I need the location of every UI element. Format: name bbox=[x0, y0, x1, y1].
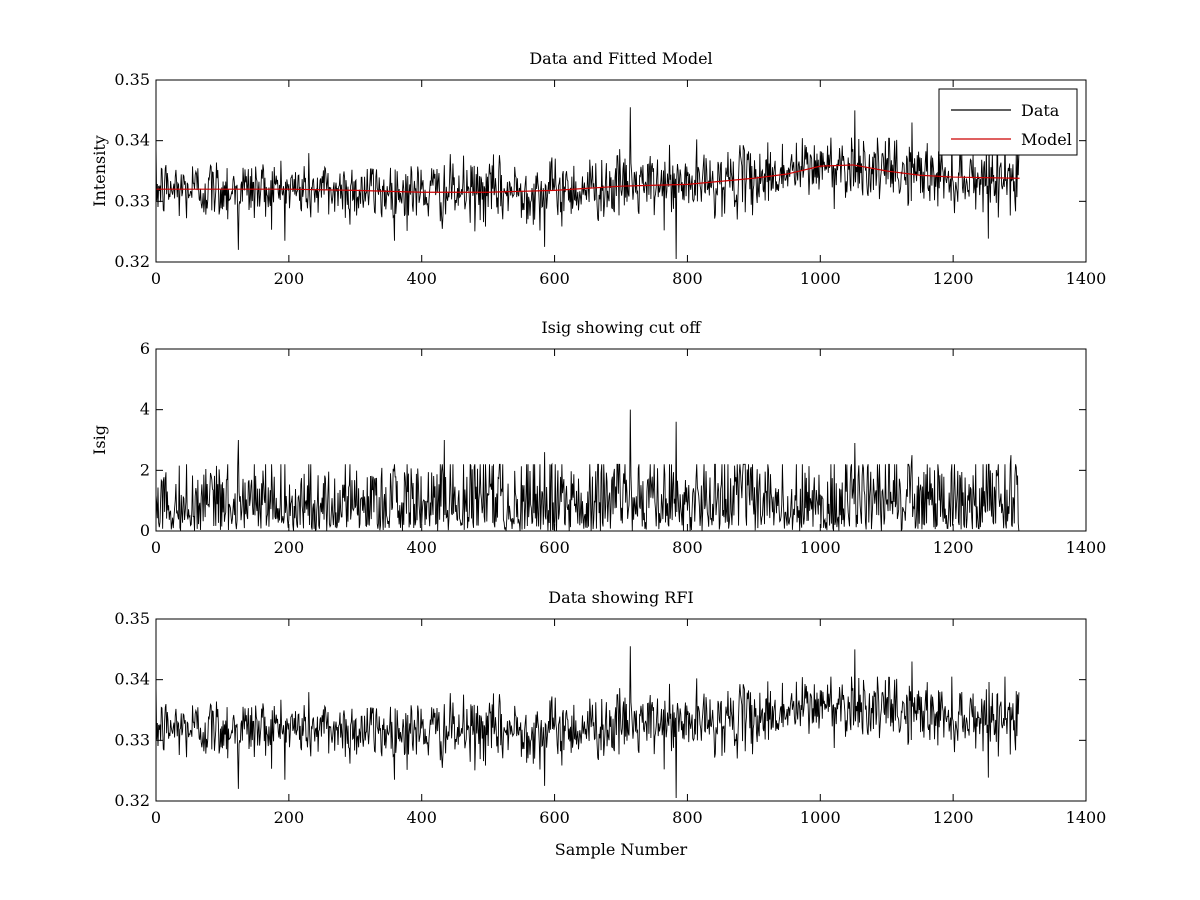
x-tick-label: 1400 bbox=[1066, 538, 1107, 557]
x-tick-label: 800 bbox=[672, 538, 703, 557]
legend-box bbox=[938, 88, 1078, 156]
plot-frame bbox=[155, 79, 1087, 263]
series-line-model bbox=[156, 164, 1020, 193]
series-line-data bbox=[155, 107, 1020, 259]
y-tick-label: 0.33 bbox=[114, 191, 150, 210]
legend-label-model: Model bbox=[1021, 130, 1072, 149]
x-tick-label: 1400 bbox=[1066, 808, 1107, 827]
y-tick-label: 0.35 bbox=[114, 609, 150, 628]
series-line-rfi-data bbox=[155, 646, 1020, 798]
x-tick-label: 1200 bbox=[933, 269, 974, 288]
x-tick-label: 200 bbox=[274, 808, 305, 827]
x-tick-label: 200 bbox=[274, 269, 305, 288]
x-tick-label: 200 bbox=[274, 538, 305, 557]
y-tick-label: 0.34 bbox=[114, 670, 150, 689]
y-tick-label: 2 bbox=[140, 460, 150, 479]
x-tick-label: 400 bbox=[406, 538, 437, 557]
chart-panel-2: 0 200 400 600 800 1000 1200 1400 0 2 4 6 Isig showin… bbox=[90, 318, 1106, 557]
plot-frame bbox=[155, 348, 1087, 532]
legend: Data Model bbox=[938, 88, 1078, 156]
chart-title: Data and Fitted Model bbox=[529, 49, 712, 68]
y-tick-label: 0 bbox=[140, 521, 150, 540]
x-tick-label: 0 bbox=[151, 808, 161, 827]
x-tick-label: 400 bbox=[406, 808, 437, 827]
y-tick-label: 0.32 bbox=[114, 252, 150, 271]
x-tick-label: 0 bbox=[151, 269, 161, 288]
chart-title: Data showing RFI bbox=[548, 588, 693, 607]
x-tick-label: 1200 bbox=[933, 538, 974, 557]
y-tick-label: 0.34 bbox=[114, 131, 150, 150]
x-tick-label: 600 bbox=[539, 808, 570, 827]
series-line-isig bbox=[155, 409, 1020, 532]
x-tick-label: 600 bbox=[539, 269, 570, 288]
x-axis-title: Sample Number bbox=[555, 840, 688, 859]
x-tick-label: 1000 bbox=[800, 269, 841, 288]
y-tick-label: 6 bbox=[140, 339, 150, 358]
y-tick-label: 0.32 bbox=[114, 791, 150, 810]
y-axis-title: Intensity bbox=[90, 135, 109, 207]
chart-panel-3: 0 200 400 600 800 1000 1200 1400 0.32 0.33 0.34 0.3… bbox=[114, 588, 1106, 859]
chart-panel-1: 0 200 400 600 800 1000 1200 1400 0.32 0.33 0.34 0.3… bbox=[90, 49, 1106, 288]
x-tick-label: 1000 bbox=[800, 808, 841, 827]
x-tick-label: 400 bbox=[406, 269, 437, 288]
x-tick-label: 1400 bbox=[1066, 269, 1107, 288]
y-tick-label: 0.35 bbox=[114, 70, 150, 89]
legend-label-data: Data bbox=[1021, 101, 1060, 120]
x-tick-label: 800 bbox=[672, 269, 703, 288]
y-axis-title: Isig bbox=[90, 425, 109, 455]
chart-title: Isig showing cut off bbox=[541, 318, 702, 337]
x-tick-label: 600 bbox=[539, 538, 570, 557]
y-tick-label: 0.33 bbox=[114, 730, 150, 749]
plot-frame bbox=[155, 618, 1087, 802]
x-tick-label: 1000 bbox=[800, 538, 841, 557]
y-tick-label: 4 bbox=[140, 400, 150, 419]
x-tick-label: 0 bbox=[151, 538, 161, 557]
x-tick-label: 1200 bbox=[933, 808, 974, 827]
x-tick-label: 800 bbox=[672, 808, 703, 827]
